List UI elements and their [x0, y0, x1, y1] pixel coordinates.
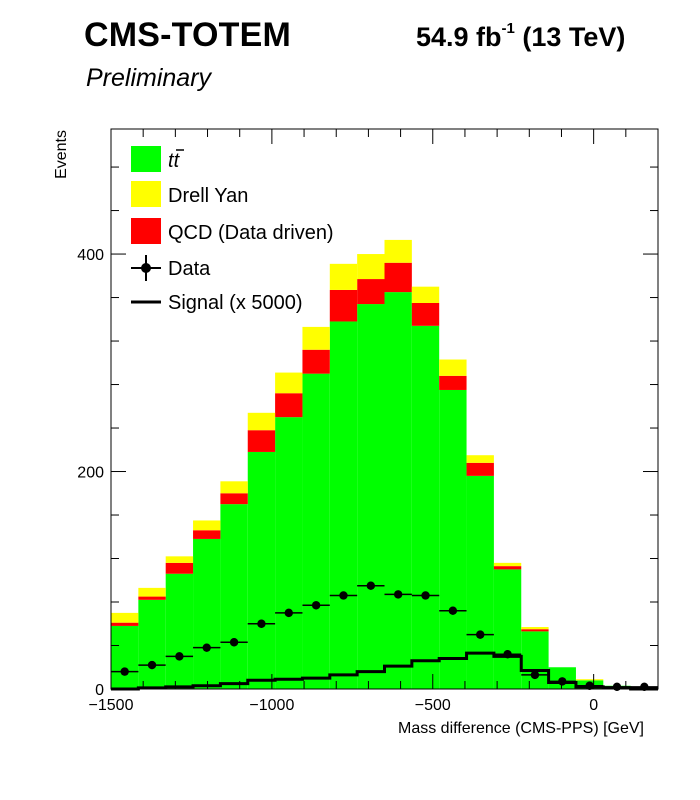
drell_yan-bar	[439, 359, 467, 376]
qcd-bar	[302, 349, 330, 374]
ttbar-bar	[384, 292, 412, 689]
drell_yan-bar	[275, 372, 303, 394]
x-tick-label: −1500	[89, 697, 134, 714]
ttbar-bar	[111, 625, 139, 689]
qcd-bar	[220, 493, 248, 505]
luminosity-unit-exponent: -1	[501, 20, 515, 37]
drell_yan-bar	[329, 263, 358, 290]
signal-legend-label: Signal (x 5000)	[168, 292, 303, 314]
data-point	[120, 667, 129, 676]
y-tick-label: 0	[95, 682, 104, 699]
qcd-bar	[138, 596, 166, 600]
ttbar-bar	[220, 504, 248, 689]
x-tick-label: 0	[589, 697, 598, 714]
data-legend-label: Data	[168, 258, 211, 280]
drell_yan-bar	[302, 326, 330, 350]
y-tick-label: 400	[77, 247, 104, 264]
qcd-bar	[275, 393, 303, 418]
data-point	[585, 681, 594, 690]
ttbar-bar	[493, 569, 522, 689]
drell_yan-bar	[357, 254, 385, 280]
preliminary-label: Preliminary	[86, 64, 212, 92]
data-point	[284, 608, 293, 618]
ttbar-bar	[439, 389, 467, 689]
qcd-legend-label: QCD (Data driven)	[168, 222, 334, 244]
ttbar-legend-label: tt	[168, 150, 181, 172]
drell_yan-bar	[466, 455, 494, 463]
drell_yan-bar	[411, 286, 440, 303]
ttbar-bar	[247, 451, 276, 689]
drell_yan-bar	[220, 481, 248, 494]
qcd-legend-swatch	[131, 218, 161, 244]
ttbar-bar	[275, 417, 303, 689]
data-point	[175, 652, 184, 661]
qcd-bar	[193, 530, 221, 539]
drell_yan-bar	[193, 520, 221, 531]
data-legend-marker	[141, 263, 151, 273]
qcd-bar	[466, 462, 494, 476]
data-point	[339, 591, 348, 600]
axes: −1500 −1000 −500 0 0 200 400	[77, 129, 659, 714]
qcd-bar	[247, 430, 276, 452]
data-point	[503, 650, 512, 659]
data-point	[448, 606, 458, 615]
data-point	[612, 682, 622, 692]
data-point	[393, 590, 403, 599]
drell_yan-bar	[493, 562, 522, 567]
data-point	[366, 581, 376, 590]
drell_yan-bar	[111, 612, 139, 623]
ttbar-bar	[138, 599, 166, 689]
data-points	[111, 581, 658, 692]
data-point	[257, 619, 266, 628]
data-point	[311, 601, 321, 610]
qcd-bar	[357, 279, 385, 305]
data-point	[476, 630, 485, 639]
qcd-bar	[439, 375, 467, 390]
y-tick-label: 200	[77, 465, 104, 482]
data-point	[558, 677, 567, 686]
data-point	[530, 670, 540, 680]
data-point	[147, 660, 157, 670]
qcd-bar	[493, 566, 522, 570]
data-point	[421, 591, 430, 600]
ttbar-bar	[521, 631, 549, 689]
data-point	[229, 638, 239, 647]
qcd-bar	[411, 302, 440, 326]
y-axis-label: Events	[53, 130, 70, 179]
plot-frame	[110, 128, 659, 690]
drell_yan-legend-swatch	[131, 181, 161, 207]
drell_yan-bar	[521, 627, 549, 630]
ttbar-bar	[466, 475, 494, 689]
ttbar-bar	[329, 321, 358, 689]
x-axis-label: Mass difference (CMS-PPS) [GeV]	[398, 720, 644, 737]
x-tick-label: −500	[415, 697, 451, 714]
experiment-title: CMS-TOTEM	[84, 16, 292, 54]
data-point	[202, 643, 211, 652]
stacked-bars	[111, 239, 658, 689]
drell_yan-bar	[165, 556, 194, 563]
qcd-bar	[165, 562, 194, 574]
drell_yan-legend-label: Drell Yan	[168, 185, 248, 207]
ttbar-bar	[302, 373, 330, 689]
qcd-bar	[329, 289, 358, 322]
drell_yan-bar	[575, 679, 604, 681]
qcd-bar	[384, 262, 412, 293]
ttbar-legend-swatch	[131, 146, 161, 172]
legend: tt Drell Yan QCD (Data driven) Data Signal (…	[131, 146, 334, 314]
ttbar-bar	[411, 325, 440, 689]
ttbar-bar	[357, 304, 385, 689]
drell_yan-bar	[247, 412, 276, 431]
luminosity-value: 54.9 fb	[416, 22, 502, 52]
luminosity-label: 54.9 fb-1 (13 TeV)	[416, 20, 626, 53]
drell_yan-bar	[138, 587, 166, 597]
ttbar-bar	[193, 538, 221, 689]
qcd-bar	[521, 629, 549, 632]
luminosity-energy: (13 TeV)	[514, 22, 626, 52]
drell_yan-bar	[384, 239, 412, 263]
ttbar-bar	[165, 573, 194, 689]
qcd-bar	[111, 622, 139, 626]
data-point	[640, 682, 649, 692]
x-tick-label: −1000	[249, 697, 294, 714]
